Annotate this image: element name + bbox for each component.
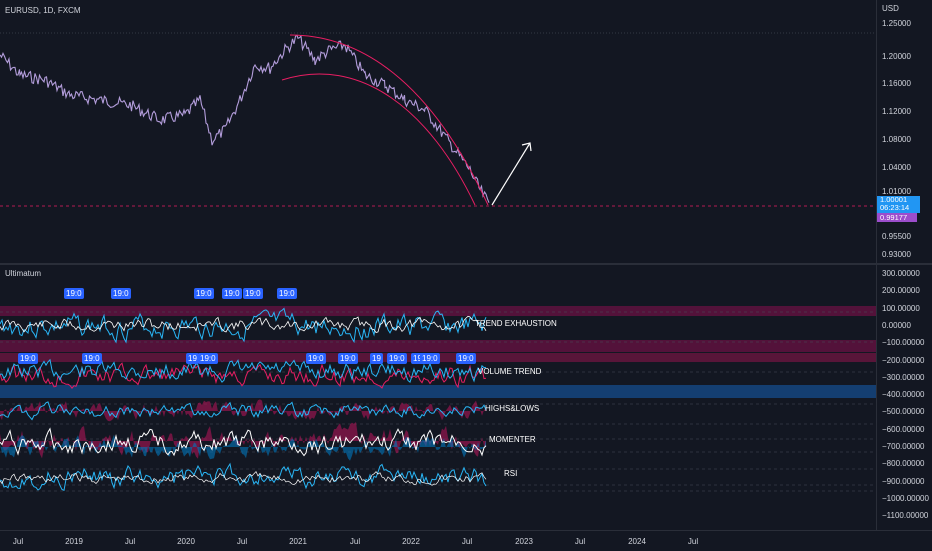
band-mid xyxy=(0,340,876,352)
signal-marker[interactable]: 19:0 xyxy=(456,353,476,364)
price-tick: 1.08000 xyxy=(882,135,911,144)
price-tick: 1.20000 xyxy=(882,52,911,61)
price-tick: 1.01000 xyxy=(882,187,911,196)
price-chart-pane[interactable]: EURUSD, 1D, FXCM xyxy=(0,0,876,263)
highs-lows-fill xyxy=(0,399,486,422)
price-tick: 0.95500 xyxy=(882,232,911,241)
arrow-head-icon xyxy=(521,142,532,152)
arrow-line[interactable] xyxy=(491,142,531,206)
price-tick: 1.25000 xyxy=(882,19,911,28)
signal-marker[interactable]: 19 xyxy=(370,353,383,364)
indicator-tick: −300.00000 xyxy=(882,372,925,382)
momenter-series xyxy=(0,427,487,457)
momenter-fill-blue xyxy=(0,434,486,461)
indicator-tick: −100.00000 xyxy=(882,338,925,348)
time-tick: Jul xyxy=(236,537,248,546)
section-label-momenter: MOMENTER xyxy=(489,435,536,444)
arc-upper xyxy=(289,34,489,206)
time-tick: Jul xyxy=(124,537,136,546)
indicator-tick: −200.00000 xyxy=(882,355,925,365)
time-tick: Jul xyxy=(574,537,586,546)
price-tick: 1.16000 xyxy=(882,79,911,88)
time-tick: Jul xyxy=(12,537,24,546)
symbol-title[interactable]: EURUSD, 1D, FXCM xyxy=(5,6,81,15)
signal-marker[interactable]: 19:0 xyxy=(64,288,84,299)
signal-marker[interactable]: 19:0 xyxy=(243,288,263,299)
signal-marker[interactable]: 19 xyxy=(411,353,424,364)
time-tick: 2023 xyxy=(515,537,533,546)
time-tick: Jul xyxy=(687,537,699,546)
indicator-tick: −700.00000 xyxy=(882,442,925,451)
signal-marker[interactable]: 19:0 xyxy=(111,288,131,299)
time-tick: 2024 xyxy=(628,537,646,546)
price-chart-svg xyxy=(0,32,876,207)
time-tick: Jul xyxy=(461,537,473,546)
indicator-tick: −1100.00000 xyxy=(882,511,929,521)
indicator-svg xyxy=(0,306,876,492)
section-label-trend-exhaustion: TREND EXHAUSTION xyxy=(475,319,557,328)
time-tick: Jul xyxy=(349,537,361,546)
indicator-tick: −600.00000 xyxy=(882,424,925,434)
indicator-tick: 0.00000 xyxy=(882,320,911,330)
volume-trend-signal xyxy=(0,358,487,383)
section-label-volume-trend: VOLUME TREND xyxy=(478,367,542,376)
momenter-fill xyxy=(0,421,486,459)
arc-lower xyxy=(281,73,476,206)
rsi-signal xyxy=(0,470,487,486)
price-tick: 1.12000 xyxy=(882,107,911,116)
time-tick: 2019 xyxy=(65,537,83,546)
indicator-tick: −900.00000 xyxy=(882,476,925,486)
pane-divider[interactable] xyxy=(0,263,932,265)
section-label-highs-lows: HIGHS&LOWS xyxy=(485,404,540,413)
current-price-value: 1.00001 xyxy=(880,195,908,204)
signal-marker[interactable]: 19:0 xyxy=(306,353,326,364)
signal-marker[interactable]: 19:0 xyxy=(277,288,297,299)
indicator-title[interactable]: Ultimatum xyxy=(5,269,42,278)
axis-currency: USD xyxy=(882,4,899,13)
price-tick: 0.93000 xyxy=(882,250,911,259)
indicator-tick: 100.00000 xyxy=(882,303,920,313)
section-label-rsi: RSI xyxy=(504,469,518,478)
last-close-label: 0.99177 xyxy=(877,213,917,222)
indicator-pane[interactable]: Ultimatum 19:0 19:0 19:0 19:0 19:0 19:0 … xyxy=(0,265,876,530)
indicator-tick: −400.00000 xyxy=(882,390,925,400)
signal-marker[interactable]: 19:0 xyxy=(194,288,214,299)
price-series xyxy=(0,34,490,203)
time-tick: 2020 xyxy=(177,537,195,546)
signal-marker[interactable]: 19:0 xyxy=(387,353,407,364)
signal-marker[interactable]: 19 xyxy=(186,353,199,364)
current-price-label: 1.00001 06:23:14 xyxy=(877,196,920,213)
bar-countdown: 06:23:14 xyxy=(880,203,910,212)
indicator-tick: 200.00000 xyxy=(882,286,920,296)
signal-marker[interactable]: 19:0 xyxy=(82,353,102,364)
signal-marker[interactable]: 19:0 xyxy=(198,353,218,364)
price-tick: 1.04000 xyxy=(882,163,911,172)
price-axis[interactable]: USD 1.25000 1.20000 1.16000 1.12000 1.08… xyxy=(876,0,932,530)
trend-exhaustion-signal xyxy=(0,315,487,333)
signal-marker[interactable]: 19:0 xyxy=(18,353,38,364)
indicator-tick: 300.00000 xyxy=(882,269,920,278)
indicator-tick: −800.00000 xyxy=(882,459,925,469)
indicator-tick: −1000.00000 xyxy=(882,493,929,503)
indicator-tick: −500.00000 xyxy=(882,407,925,417)
trend-exhaustion-series xyxy=(0,307,487,344)
time-axis[interactable]: Jul 2019 Jul 2020 Jul 2021 Jul 2022 Jul … xyxy=(0,530,932,551)
band-blue xyxy=(0,385,876,398)
time-tick: 2022 xyxy=(402,537,420,546)
highs-lows-series xyxy=(0,401,487,421)
signal-marker[interactable]: 19:0 xyxy=(338,353,358,364)
volume-trend-series xyxy=(0,362,487,390)
rsi-series xyxy=(0,462,487,491)
signal-marker[interactable]: 19:0 xyxy=(222,288,242,299)
signal-marker[interactable]: 19:0 xyxy=(420,353,440,364)
time-tick: 2021 xyxy=(289,537,307,546)
